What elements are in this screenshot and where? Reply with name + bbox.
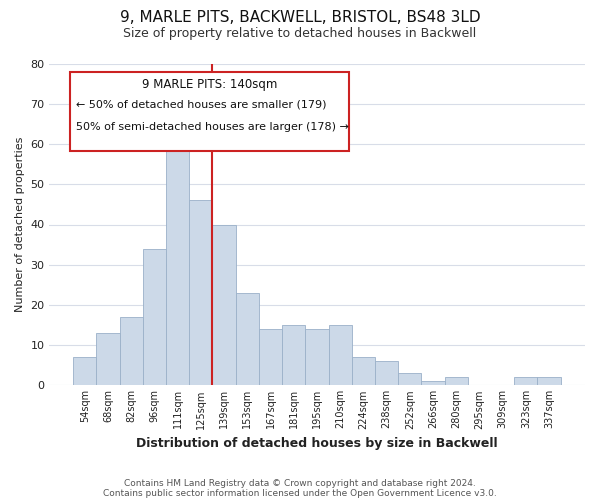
Bar	[166, 144, 189, 385]
Bar	[352, 357, 375, 385]
Bar	[259, 329, 282, 385]
Bar	[236, 292, 259, 385]
Text: Size of property relative to detached houses in Backwell: Size of property relative to detached ho…	[124, 28, 476, 40]
Bar	[329, 325, 352, 385]
Bar	[189, 200, 212, 385]
Text: 9, MARLE PITS, BACKWELL, BRISTOL, BS48 3LD: 9, MARLE PITS, BACKWELL, BRISTOL, BS48 3…	[119, 10, 481, 25]
Bar	[538, 377, 560, 385]
Bar	[97, 333, 119, 385]
Text: ← 50% of detached houses are smaller (179): ← 50% of detached houses are smaller (17…	[76, 100, 326, 110]
Text: 50% of semi-detached houses are larger (178) →: 50% of semi-detached houses are larger (…	[76, 122, 349, 132]
Bar	[143, 248, 166, 385]
Bar	[73, 357, 97, 385]
X-axis label: Distribution of detached houses by size in Backwell: Distribution of detached houses by size …	[136, 437, 498, 450]
FancyBboxPatch shape	[70, 72, 349, 150]
Bar	[421, 381, 445, 385]
Text: 9 MARLE PITS: 140sqm: 9 MARLE PITS: 140sqm	[142, 78, 277, 92]
Bar	[119, 317, 143, 385]
Bar	[514, 377, 538, 385]
Text: Contains HM Land Registry data © Crown copyright and database right 2024.: Contains HM Land Registry data © Crown c…	[124, 478, 476, 488]
Y-axis label: Number of detached properties: Number of detached properties	[15, 137, 25, 312]
Bar	[212, 224, 236, 385]
Bar	[375, 361, 398, 385]
Bar	[305, 329, 329, 385]
Bar	[398, 373, 421, 385]
Bar	[282, 325, 305, 385]
Text: Contains public sector information licensed under the Open Government Licence v3: Contains public sector information licen…	[103, 488, 497, 498]
Bar	[445, 377, 468, 385]
